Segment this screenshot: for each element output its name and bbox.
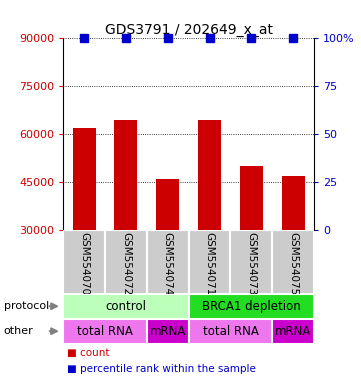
Bar [63, 230, 105, 294]
Bar [114, 120, 138, 230]
Text: BRCA1 depletion: BRCA1 depletion [202, 300, 301, 313]
Text: GSM554072: GSM554072 [121, 232, 131, 296]
Bar [272, 319, 314, 344]
Text: mRNA: mRNA [275, 325, 311, 338]
Text: ■ percentile rank within the sample: ■ percentile rank within the sample [67, 364, 256, 374]
Bar [147, 319, 188, 344]
Title: GDS3791 / 202649_x_at: GDS3791 / 202649_x_at [105, 23, 273, 37]
Text: control: control [105, 300, 147, 313]
Text: protocol: protocol [4, 301, 49, 311]
Bar [63, 319, 147, 344]
Bar [230, 230, 272, 294]
Text: GSM554074: GSM554074 [163, 232, 173, 296]
Bar [198, 120, 221, 230]
Bar [188, 230, 230, 294]
Bar [73, 128, 96, 230]
Text: GSM554070: GSM554070 [79, 232, 89, 295]
Text: GSM554075: GSM554075 [288, 232, 298, 296]
Bar [282, 176, 305, 230]
Bar [156, 179, 179, 230]
Bar [105, 230, 147, 294]
Text: total RNA: total RNA [203, 325, 258, 338]
Text: GSM554073: GSM554073 [246, 232, 256, 296]
Bar [188, 294, 314, 319]
Bar [63, 294, 188, 319]
Bar [272, 230, 314, 294]
Bar [147, 230, 188, 294]
Bar [188, 319, 272, 344]
Bar [240, 166, 263, 230]
Text: mRNA: mRNA [149, 325, 186, 338]
Text: GSM554071: GSM554071 [205, 232, 214, 296]
Text: ■ count: ■ count [67, 348, 109, 358]
Text: other: other [4, 326, 33, 336]
Text: total RNA: total RNA [77, 325, 133, 338]
